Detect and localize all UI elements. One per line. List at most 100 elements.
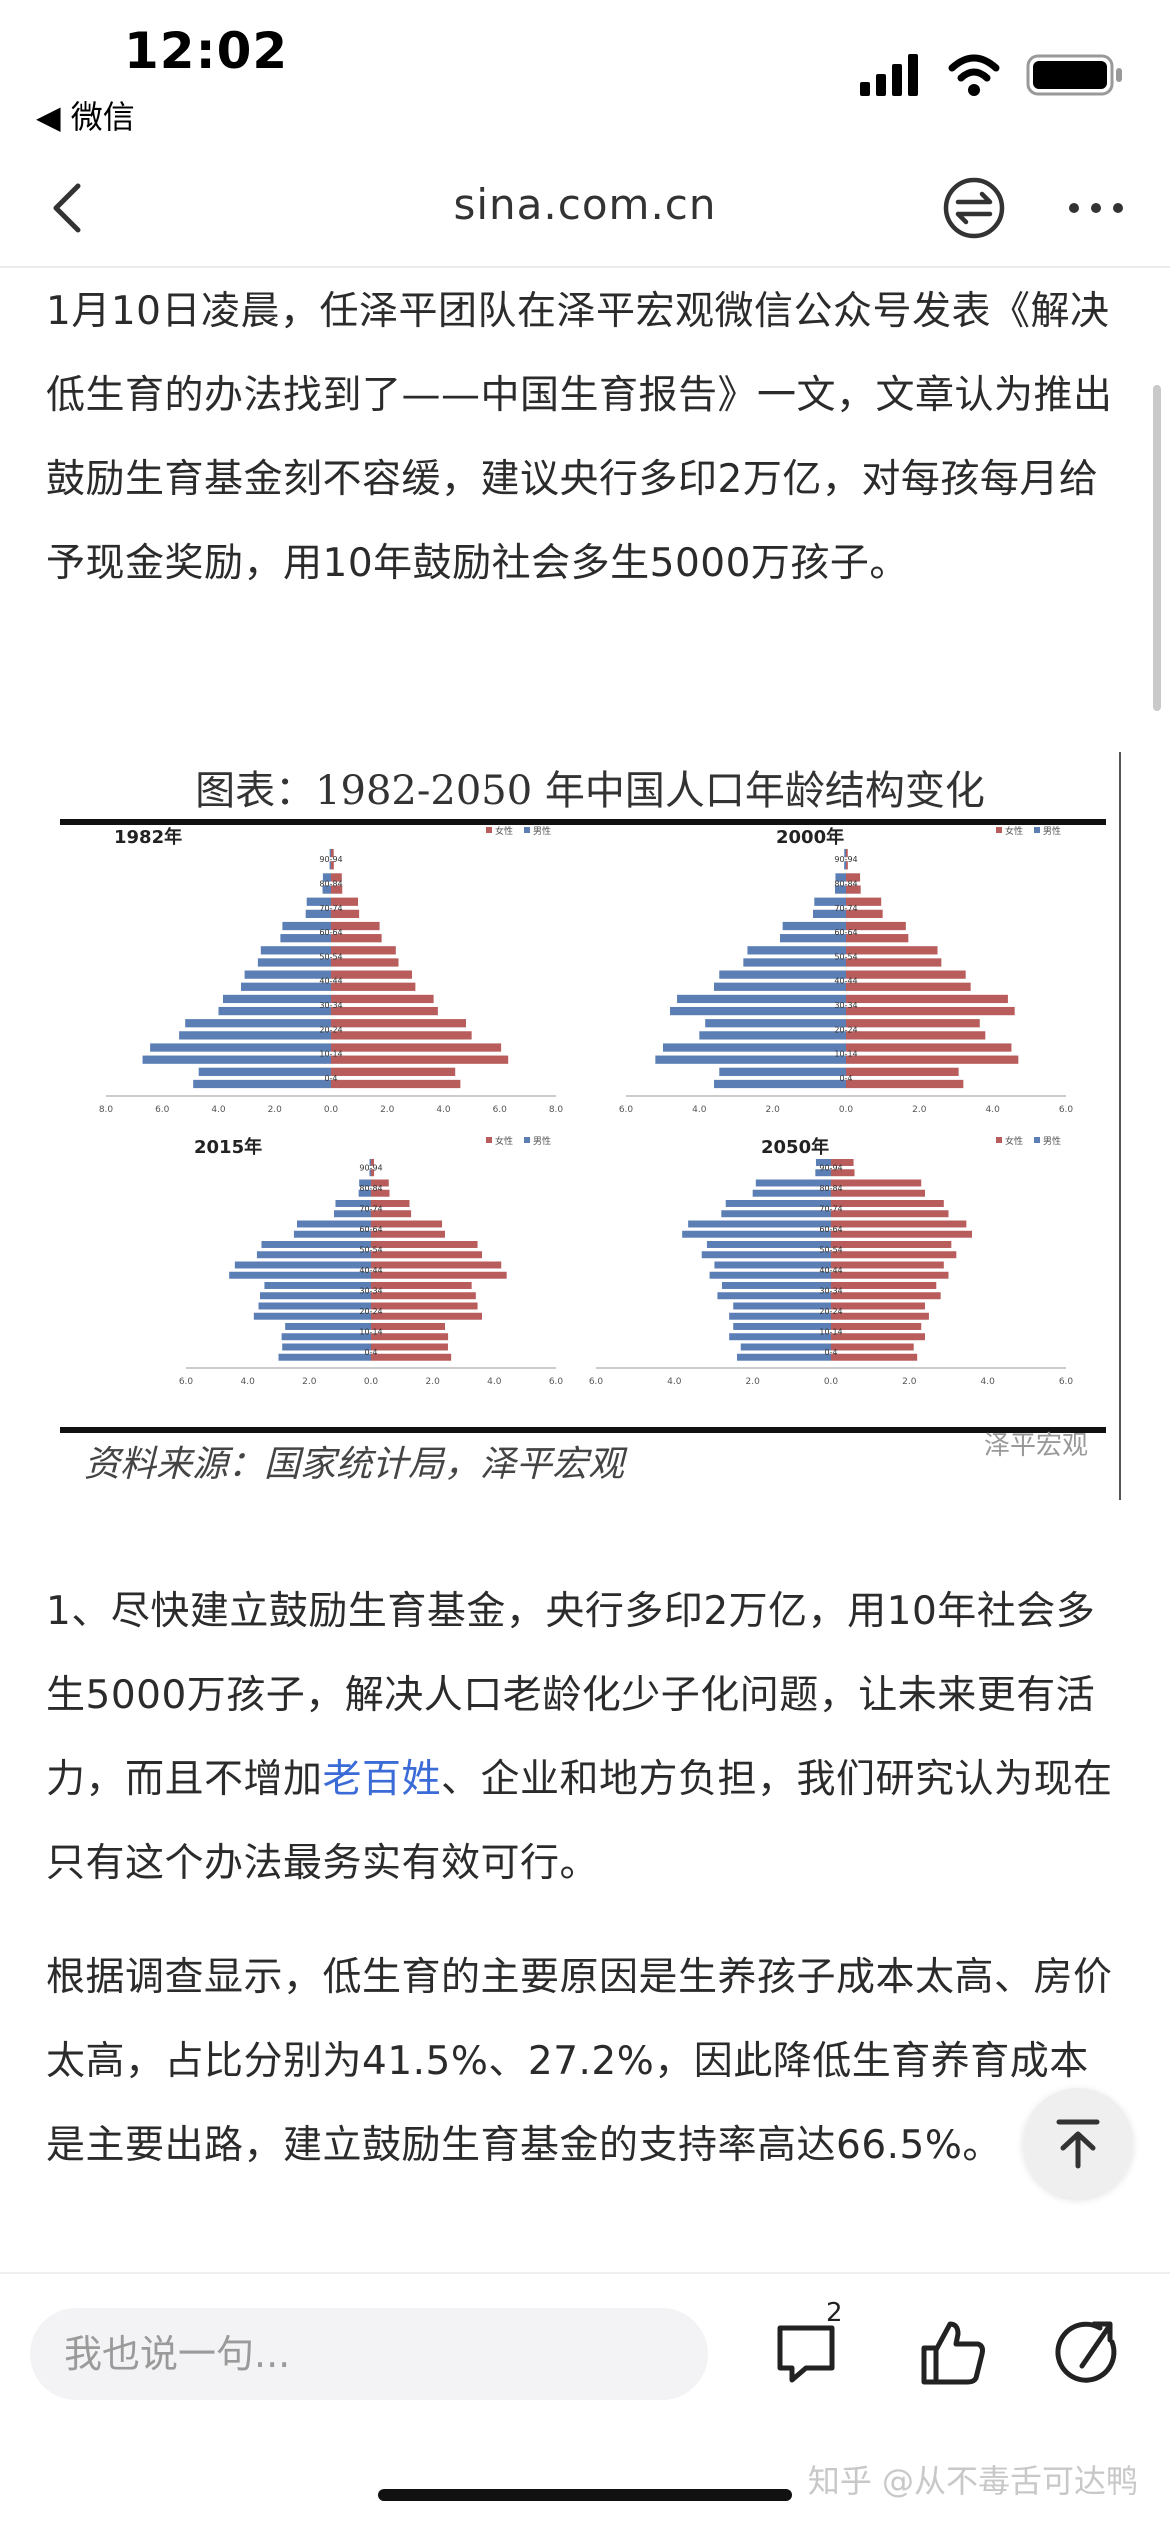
bar-male [699, 1031, 846, 1040]
bar-female [371, 1179, 389, 1187]
bar-male [662, 1043, 846, 1052]
age-label: 90-94 [319, 855, 342, 864]
x-tick-label: 6.0 [155, 1105, 170, 1115]
bar-male [719, 970, 846, 979]
bar-male [719, 1067, 846, 1076]
laobaixing-link[interactable]: 老百姓 [322, 1757, 442, 1802]
bar-male [257, 958, 331, 967]
x-tick-label: 2.0 [746, 1377, 761, 1387]
x-tick-label: 4.0 [211, 1105, 226, 1115]
signal-icon [860, 54, 918, 96]
age-label: 20-24 [359, 1307, 382, 1316]
bar-male [285, 1323, 371, 1330]
bar-female [831, 1353, 918, 1361]
bar-female [846, 982, 971, 991]
legend-label: 女性 [1005, 825, 1023, 837]
bar-male [335, 1200, 371, 1207]
x-tick-label: 0.0 [839, 1105, 854, 1115]
scroll-to-top-button[interactable] [1023, 2088, 1133, 2198]
x-tick-label: 6.0 [493, 1105, 508, 1115]
bar-male [717, 1292, 831, 1300]
scrollbar[interactable] [1153, 385, 1161, 711]
bar-female [846, 873, 861, 882]
bar-female [331, 970, 412, 979]
bar-female [331, 946, 396, 955]
bar-male [369, 1159, 371, 1166]
age-label: 60-64 [319, 928, 342, 937]
bar-male [780, 934, 846, 943]
bar-male [244, 970, 331, 979]
chart-title: 2050年 [761, 1136, 829, 1158]
bar-male [223, 994, 331, 1004]
age-label: 10-14 [834, 1050, 857, 1059]
bar-male [185, 1019, 331, 1028]
x-tick-label: 0.0 [324, 1105, 339, 1115]
age-label: 40-44 [359, 1266, 382, 1275]
bar-female [831, 1179, 922, 1187]
age-label: 0-4 [824, 1348, 837, 1357]
back-arrow-icon[interactable] [40, 178, 100, 238]
legend-label: 女性 [1005, 1135, 1023, 1147]
x-tick-label: 8.0 [99, 1105, 114, 1115]
bar-male [261, 1241, 371, 1248]
bar-female [846, 1019, 980, 1028]
bar-male [844, 861, 846, 870]
bar-female [846, 934, 909, 943]
nav-bar: sina.com.cn [0, 150, 1170, 268]
share-icon[interactable] [1048, 2312, 1132, 2396]
legend-label: 女性 [495, 825, 513, 837]
legend-swatch [996, 827, 1002, 833]
bar-female [331, 849, 334, 858]
arrow-up-icon [1056, 2119, 1100, 2169]
x-tick-label: 0.0 [364, 1377, 379, 1387]
bar-female [331, 982, 416, 991]
bar-female [846, 946, 938, 955]
bar-female [371, 1312, 482, 1320]
switch-icon[interactable] [940, 174, 1008, 242]
bar-female [331, 934, 382, 943]
x-tick-label: 6.0 [549, 1377, 564, 1387]
bar-male [234, 1261, 371, 1269]
figure-title: 图表：1982-2050 年中国人口年龄结构变化 [195, 768, 985, 814]
age-label: 80-84 [359, 1184, 382, 1193]
bar-male [179, 1031, 331, 1040]
chart-title: 2000年 [776, 826, 844, 848]
bar-female [831, 1159, 854, 1166]
bar-female [331, 1006, 438, 1016]
bar-male [282, 921, 331, 931]
x-tick-label: 2.0 [426, 1377, 441, 1387]
bar-male [142, 1055, 331, 1064]
figure-source: 资料来源：国家统计局，泽平宏观 [84, 1444, 628, 1485]
bar-male [359, 1179, 371, 1187]
comment-icon[interactable] [766, 2312, 850, 2396]
comment-count: 2 [826, 2298, 843, 2328]
status-bar: 12:02 ◀ 微信 [0, 0, 1170, 136]
bar-female [831, 1251, 957, 1259]
para2-text-before: 1、尽快建立鼓励生育基金，央行多印2万亿，用10年社会多生5000万孩子，解决人… [46, 1589, 1096, 1802]
status-time: 12:02 [124, 22, 289, 80]
more-icon[interactable] [1062, 174, 1130, 242]
bar-female [846, 1043, 1012, 1052]
like-icon[interactable] [912, 2312, 996, 2396]
bar-female [371, 1241, 478, 1248]
comment-input[interactable] [30, 2308, 708, 2400]
bar-male [655, 1055, 846, 1064]
bar-male [670, 1006, 846, 1016]
bar-male [282, 1343, 371, 1351]
bar-female [831, 1200, 944, 1207]
legend-label: 男性 [1043, 1135, 1061, 1147]
chart-title: 1982年 [114, 826, 182, 848]
bar-female [846, 958, 942, 967]
bar-female [831, 1230, 972, 1238]
bar-female [831, 1343, 914, 1351]
bar-female [831, 1302, 925, 1310]
bar-male [725, 1200, 831, 1207]
age-label: 60-64 [819, 1225, 842, 1234]
bar-male [737, 1353, 831, 1361]
bar-male [714, 982, 846, 991]
age-label: 70-74 [359, 1204, 382, 1213]
bar-female [331, 958, 399, 967]
bar-female [331, 1055, 509, 1064]
back-to-wechat[interactable]: ◀ 微信 [36, 98, 135, 136]
age-label: 30-34 [359, 1286, 382, 1295]
